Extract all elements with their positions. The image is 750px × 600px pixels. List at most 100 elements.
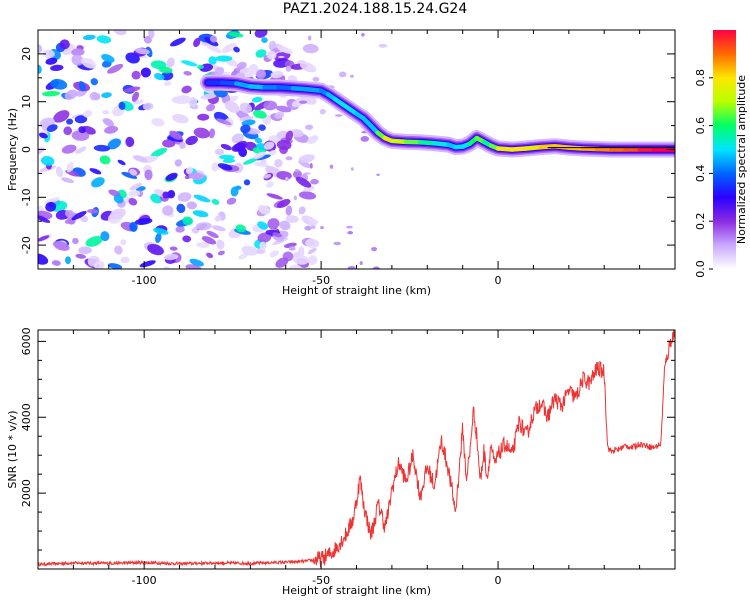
y-tick-label: 20 [20, 47, 33, 61]
noise-speckle [267, 218, 280, 230]
noise-speckle [91, 177, 105, 188]
noise-speckle [40, 156, 55, 166]
noise-speckle [347, 266, 356, 269]
noise-speckle [162, 205, 174, 216]
noise-speckle [243, 179, 251, 186]
ridge-segment [594, 146, 614, 152]
noise-speckle [241, 119, 256, 126]
noise-speckle [303, 172, 312, 175]
noise-speckle [176, 203, 186, 214]
noise-speckle [235, 185, 242, 190]
noise-speckle [177, 192, 192, 202]
noise-speckle [211, 198, 220, 205]
x-tick-label: -100 [132, 574, 157, 587]
noise-speckle [173, 95, 192, 105]
noise-speckle [329, 164, 334, 169]
noise-speckle [346, 225, 353, 229]
noise-speckle [292, 170, 302, 179]
noise-speckle [288, 246, 296, 251]
noise-speckle [285, 215, 299, 223]
noise-speckle [285, 130, 294, 142]
noise-speckle [302, 43, 319, 54]
y-tick-label: 0 [20, 146, 33, 153]
noise-speckle [241, 245, 258, 256]
noise-speckle [102, 110, 110, 115]
noise-speckle [299, 61, 317, 73]
noise-speckle [320, 226, 324, 230]
noise-speckle [139, 260, 156, 268]
x-tick-label: 0 [495, 574, 502, 587]
noise-speckle [120, 256, 130, 264]
colorbar-tick-label: 0.4 [694, 165, 707, 183]
ridge-segment [276, 85, 296, 91]
colorbar-tick-label: 0.6 [694, 117, 707, 135]
noise-speckle [257, 232, 272, 243]
noise-speckle [261, 37, 268, 43]
noise-speckle [307, 247, 317, 255]
noise-speckle [238, 253, 248, 260]
noise-speckle [376, 173, 380, 176]
noise-speckle [214, 148, 224, 156]
noise-speckle [263, 174, 272, 179]
ridge-segment [509, 146, 529, 152]
noise-speckle [118, 101, 126, 110]
noise-speckle [201, 236, 217, 245]
ridge-segment [290, 86, 310, 92]
noise-speckle [253, 151, 266, 160]
noise-speckle [79, 215, 89, 223]
noise-speckle [59, 39, 70, 50]
noise-speckle [275, 105, 292, 113]
noise-speckle [155, 232, 162, 244]
ridge-segment [538, 143, 557, 150]
noise-speckle [231, 133, 244, 144]
y-axis-label: SNR (10 * v/v) [6, 410, 19, 488]
noise-speckle [290, 129, 304, 138]
noise-speckle [276, 45, 293, 54]
noise-speckle [163, 81, 172, 86]
noise-speckle [42, 49, 55, 59]
noise-speckle [128, 197, 138, 206]
noise-speckle [255, 49, 267, 58]
noise-speckle [310, 225, 316, 229]
noise-speckle [208, 128, 216, 139]
noise-speckle [166, 57, 175, 68]
ridge-segment [524, 144, 543, 151]
noise-speckle [270, 70, 284, 79]
noise-speckle [148, 30, 155, 39]
ridge-segment [233, 81, 253, 89]
noise-speckle [102, 118, 115, 127]
noise-speckle [239, 102, 253, 114]
noise-speckle [224, 100, 240, 113]
noise-speckle [266, 193, 283, 200]
noise-speckle [107, 263, 123, 269]
noise-speckle [276, 139, 292, 150]
ridge-segment [495, 146, 515, 152]
ridge-segment [417, 140, 437, 146]
noise-speckle [53, 110, 70, 123]
noise-speckle [147, 244, 164, 256]
noise-speckle [200, 93, 217, 100]
noise-speckle [361, 33, 365, 37]
noise-speckle [92, 92, 101, 101]
noise-speckle [182, 235, 192, 243]
noise-speckle [38, 215, 51, 223]
y-axis-label: Frequency (Hz) [6, 108, 19, 191]
noise-speckle [219, 154, 235, 160]
noise-speckle [211, 225, 226, 232]
noise-speckle [217, 163, 233, 171]
noise-speckle [134, 218, 153, 225]
noise-speckle [256, 69, 267, 80]
ridge-segment [304, 87, 324, 93]
y-tick-label: 2000 [20, 479, 33, 507]
noise-speckle [129, 168, 138, 176]
noise-speckle [72, 237, 79, 245]
x-tick-label: -100 [132, 274, 157, 287]
noise-speckle [279, 220, 291, 231]
noise-speckle [266, 181, 274, 188]
noise-speckle [333, 241, 342, 246]
noise-speckle [142, 102, 154, 111]
noise-speckle [87, 208, 99, 214]
colorbar-label: Normalized spectral amplitude [735, 75, 748, 244]
noise-speckle [101, 53, 115, 63]
